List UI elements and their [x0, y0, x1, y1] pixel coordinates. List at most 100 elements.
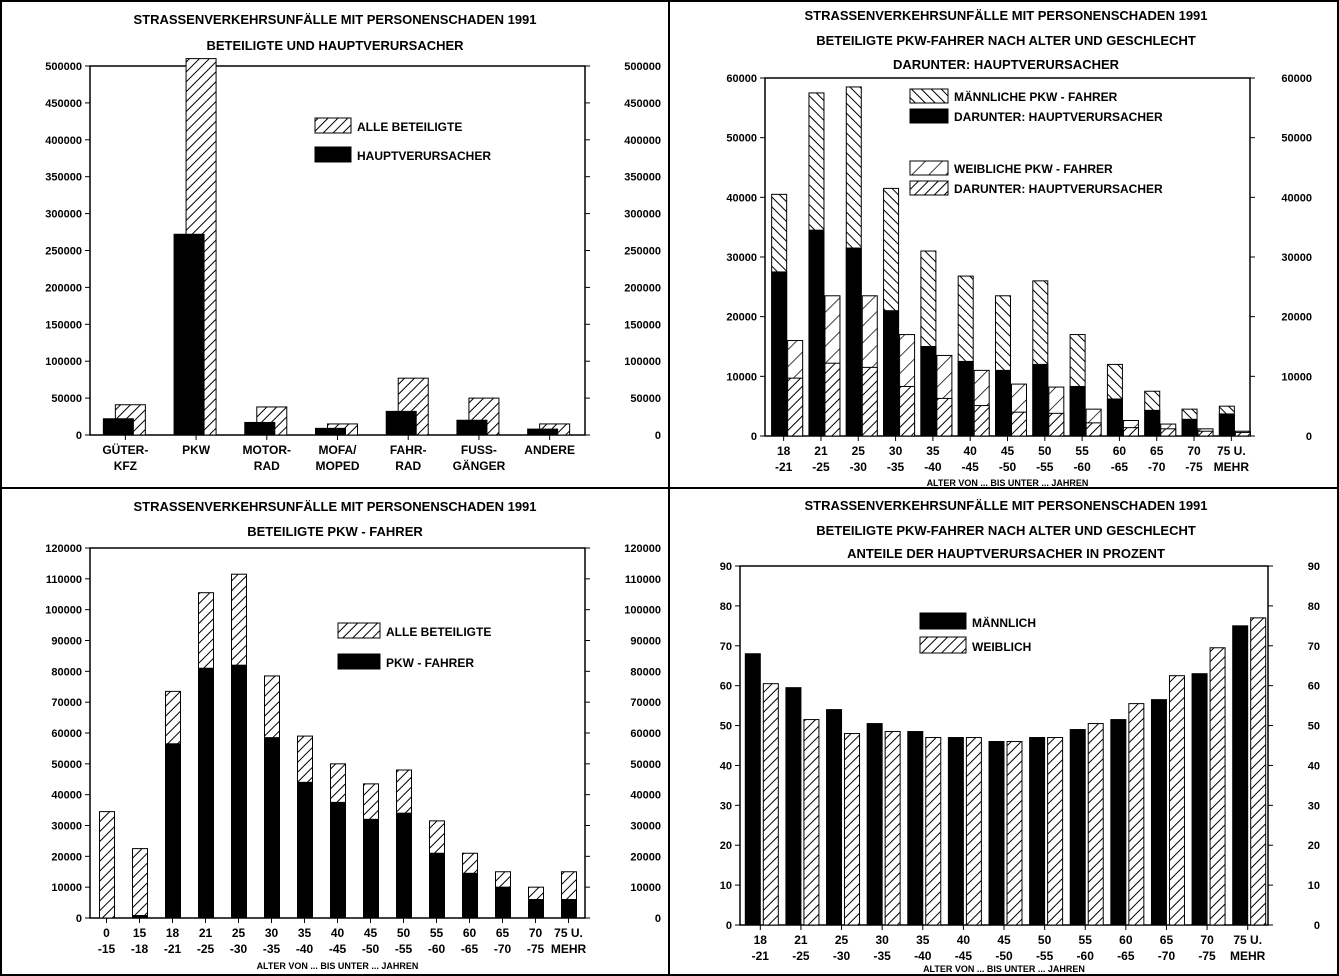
bar-hauptverursacher — [315, 427, 346, 436]
y-tick-label-left: 30000 — [726, 252, 757, 264]
y-tick-label-right: 300000 — [624, 209, 661, 221]
x-tick-label: -75 — [1198, 949, 1216, 963]
y-tick-label-right: 20000 — [630, 851, 661, 863]
y-tick-label-right: 0 — [1314, 920, 1320, 932]
x-tick-label: 65 — [1160, 933, 1174, 947]
legend-swatch — [919, 612, 967, 630]
bar-männlich — [907, 731, 924, 926]
legend-label: PKW - FAHRER — [386, 656, 474, 670]
y-tick-label-left: 0 — [751, 431, 757, 443]
bar-hauptverursacher — [244, 421, 276, 436]
legend-swatch — [909, 180, 949, 196]
bar-weiblich — [1250, 617, 1267, 926]
x-tick-label: 60 — [463, 926, 477, 940]
x-tick-label: 25 — [232, 926, 246, 940]
x-tick-label: 70 — [1200, 933, 1214, 947]
y-tick-label-left: 500000 — [45, 61, 82, 73]
bar-pkw-fahrer — [231, 664, 247, 919]
legend-swatch — [314, 117, 352, 134]
bar-weiblich — [762, 683, 779, 926]
legend-swatch — [314, 146, 352, 163]
x-tick-label: -25 — [812, 460, 830, 474]
legend-swatch — [337, 653, 381, 670]
bar-darunter-hauptverursacher — [824, 362, 841, 437]
bar-weiblich — [803, 719, 820, 926]
bar-darunter-hauptverursacher — [1144, 409, 1161, 437]
x-tick-label: 55 — [430, 926, 444, 940]
y-tick-label-right: 10000 — [1281, 371, 1312, 383]
bar-darunter-hauptverursacher — [1122, 427, 1139, 437]
x-tick-label: -70 — [1158, 949, 1176, 963]
x-tick-label: -25 — [792, 949, 810, 963]
bar-darunter-hauptverursacher — [1011, 411, 1027, 437]
y-tick-label-right: 0 — [1306, 431, 1312, 443]
x-tick-label: -65 — [461, 942, 479, 956]
y-tick-label-left: 300000 — [45, 209, 82, 221]
bar-weiblich — [844, 733, 861, 926]
bar-männlich — [866, 723, 883, 926]
bar-weiblich — [1209, 647, 1226, 926]
y-tick-label-right: 150000 — [624, 319, 661, 331]
bar-darunter-hauptverursacher — [787, 377, 804, 437]
y-tick-label-right: 70 — [1308, 641, 1320, 653]
bar-weiblich — [1128, 703, 1145, 926]
y-tick-label-right: 90 — [1308, 561, 1320, 573]
x-tick-label: 18 — [166, 926, 180, 940]
x-tick-label: -50 — [995, 949, 1013, 963]
y-tick-label-left: 30000 — [51, 821, 82, 833]
x-tick-label: 21 — [794, 933, 808, 947]
y-tick-label-left: 40000 — [726, 192, 757, 204]
bar-darunter-hauptverursacher — [1048, 412, 1065, 437]
bar-darunter-hauptverursacher — [973, 405, 990, 437]
x-tick-label: 25 — [852, 444, 866, 458]
bar-weiblich — [1168, 675, 1185, 926]
x-tick-label: 40 — [331, 926, 345, 940]
bar-darunter-hauptverursacher — [1106, 398, 1123, 437]
x-tick-label: -60 — [1073, 460, 1091, 474]
y-tick-label-left: 20000 — [51, 851, 82, 863]
bar-darunter-hauptverursacher — [1085, 422, 1102, 437]
legend-label: MÄNNLICH — [972, 615, 1036, 630]
x-tick-label: -70 — [494, 942, 512, 956]
bar-weiblich — [884, 731, 901, 926]
bar-männlich — [1110, 719, 1127, 926]
chart-1: STRASSENVERKEHRSUNFÄLLE MIT PERSONENSCHA… — [45, 12, 661, 473]
bar-hauptverursacher — [456, 419, 488, 436]
chart-title-line: BETEILIGTE PKW - FAHRER — [247, 524, 423, 539]
bar-pkw-fahrer — [561, 899, 577, 919]
x-axis-caption: ALTER VON ... BIS UNTER ... JAHREN — [927, 478, 1089, 488]
bar-pkw-fahrer — [363, 818, 379, 919]
x-tick-label: -40 — [296, 942, 314, 956]
x-tick-label: RAD — [254, 459, 280, 473]
y-tick-label-right: 40 — [1308, 760, 1320, 772]
legend-label: DARUNTER: HAUPTVERURSACHER — [954, 182, 1163, 196]
y-tick-label-right: 50 — [1308, 721, 1320, 733]
bar-männlich — [1069, 729, 1086, 926]
y-tick-label-left: 80000 — [51, 666, 82, 678]
y-tick-label-right: 250000 — [624, 246, 661, 258]
bar-darunter-hauptverursacher — [1181, 418, 1198, 437]
x-tick-label: 65 — [496, 926, 510, 940]
x-tick-label: 55 — [1075, 444, 1089, 458]
x-tick-label: MEHR — [551, 942, 587, 956]
y-tick-label-left: 350000 — [45, 172, 82, 184]
y-tick-label-right: 100000 — [624, 605, 661, 617]
bar-männlich — [1191, 673, 1208, 926]
bar-männlich — [1029, 737, 1046, 926]
y-tick-label-left: 60 — [720, 681, 732, 693]
x-tick-label: -65 — [1117, 949, 1135, 963]
x-tick-label: 35 — [298, 926, 312, 940]
chart-title-line: STRASSENVERKEHRSUNFÄLLE MIT PERSONENSCHA… — [804, 8, 1207, 23]
bar-pkw-fahrer — [297, 781, 313, 919]
y-tick-label-right: 0 — [655, 913, 661, 925]
y-tick-label-left: 250000 — [45, 246, 82, 258]
bar-pkw-fahrer — [264, 737, 280, 919]
x-tick-label: -60 — [1077, 949, 1095, 963]
bar-weiblich — [1087, 723, 1104, 926]
y-tick-label-left: 30 — [720, 800, 732, 812]
y-tick-label-right: 70000 — [630, 697, 661, 709]
x-tick-label: -18 — [131, 942, 149, 956]
x-tick-label: 70 — [529, 926, 543, 940]
bar-darunter-hauptverursacher — [808, 229, 825, 437]
